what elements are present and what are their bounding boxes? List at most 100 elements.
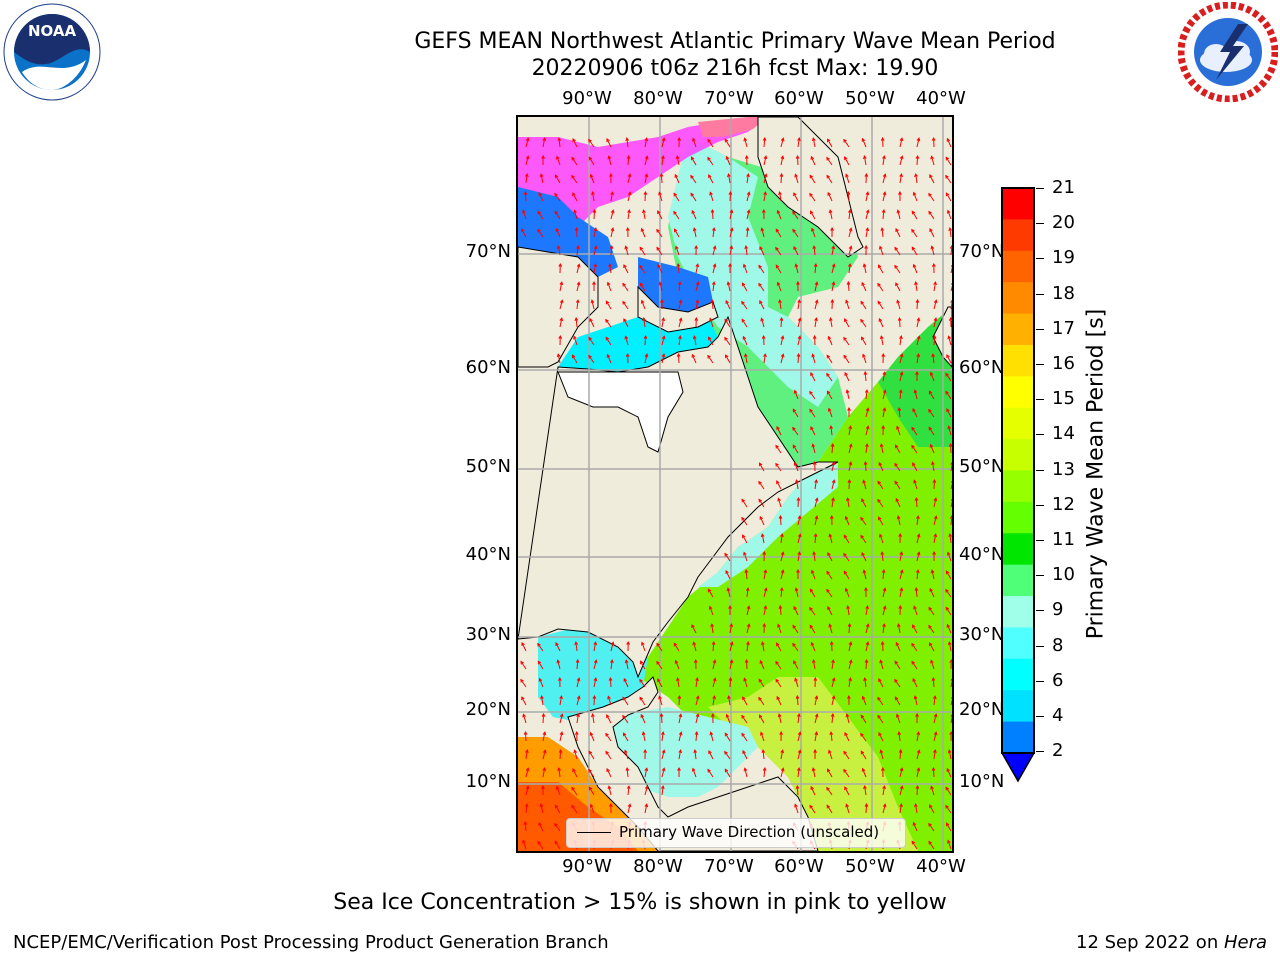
wave-vector-head: [623, 318, 627, 323]
wave-vector-head: [931, 262, 936, 267]
wave-vector: [916, 516, 919, 526]
wave-vector: [542, 138, 546, 148]
wave-vector-head: [573, 209, 577, 214]
wave-vector-head: [882, 155, 886, 160]
wave-vector: [829, 534, 833, 544]
wave-vector-head: [726, 587, 731, 592]
wave-vector-head: [915, 298, 920, 303]
colorbar-tick-label: 17: [1052, 317, 1075, 339]
wave-vector: [776, 696, 782, 706]
wave-vector-head: [913, 695, 918, 700]
wave-vector-head: [644, 155, 649, 160]
wave-vector: [899, 588, 903, 598]
wave-vector-head: [758, 498, 763, 503]
wave-vector: [814, 516, 818, 526]
wave-vector-head: [928, 408, 932, 413]
wave-vector-head: [809, 192, 813, 197]
wave-vector: [559, 732, 563, 742]
wave-vector-head: [642, 317, 646, 322]
wave-vector-head: [746, 191, 751, 196]
wave-vector: [608, 156, 612, 166]
wave-vector: [625, 336, 629, 346]
wave-vector-head: [916, 137, 921, 142]
wave-vector-head: [760, 533, 765, 538]
wave-vector: [657, 264, 663, 274]
wave-vector-head: [559, 731, 564, 736]
wave-vector: [707, 355, 714, 364]
wave-vector-head: [848, 425, 853, 430]
wave-vector-head: [556, 155, 560, 160]
wave-vector: [899, 336, 902, 346]
wave-vector-head: [894, 678, 898, 683]
wave-vector-head: [912, 462, 916, 467]
wave-vector: [946, 624, 952, 634]
land-masses: [518, 117, 952, 851]
wave-vector: [930, 372, 935, 382]
wave-vector-head: [879, 533, 883, 538]
wave-vector-head: [673, 642, 678, 647]
wave-vector-head: [950, 480, 952, 483]
wave-vector-head: [865, 605, 869, 610]
wave-vector-head: [950, 696, 952, 699]
wave-vector-head: [912, 407, 916, 412]
wave-vector-head: [724, 768, 729, 773]
wave-vector-head: [831, 461, 836, 466]
wave-vector-head: [879, 245, 883, 250]
wave-vector-head: [593, 641, 598, 646]
wave-vector: [916, 785, 918, 796]
wave-vector-head: [946, 408, 950, 413]
wave-vector: [911, 661, 918, 670]
wave-vector-head: [877, 480, 882, 485]
wave-vector-head: [559, 317, 564, 322]
wave-vector: [559, 282, 563, 292]
wave-vector-head: [759, 515, 763, 520]
wave-vector: [812, 138, 816, 148]
wave-vector: [899, 768, 903, 778]
wave-vector: [724, 139, 731, 148]
wave-vector: [945, 391, 952, 400]
wave-vector-head: [675, 245, 679, 250]
wave-vector-head: [794, 263, 799, 268]
wave-vector: [865, 426, 869, 436]
wave-vector: [712, 696, 715, 706]
wave-vector: [593, 660, 597, 670]
wave-vector: [831, 660, 834, 670]
wave-vector: [557, 354, 561, 364]
wave-vector-head: [694, 316, 699, 321]
wave-vector-head: [540, 695, 544, 700]
wave-vector-head: [622, 300, 626, 305]
wave-vector-head: [760, 641, 765, 646]
wave-vector-head: [826, 372, 830, 377]
wave-vector-head: [639, 282, 644, 287]
wave-vector: [797, 768, 800, 778]
wave-vector-head: [929, 587, 933, 592]
wave-vector: [593, 228, 597, 238]
wave-vector-head: [864, 244, 868, 249]
wave-vector-head: [522, 713, 526, 718]
wave-vector-head: [709, 191, 713, 196]
wave-vector-head: [813, 748, 817, 753]
wave-vector: [826, 355, 833, 364]
wave-vector-head: [897, 731, 902, 736]
wave-vector: [729, 677, 732, 688]
wave-vector: [724, 553, 731, 562]
wave-vector-head: [795, 479, 799, 484]
national-weather-service-logo-icon: [1177, 1, 1279, 103]
wave-vector: [797, 300, 800, 310]
colorbar-tick-mark: [1036, 610, 1044, 612]
wave-vector: [777, 210, 782, 220]
wave-vector: [763, 767, 766, 778]
wave-vector: [537, 211, 544, 220]
sea-ice-note: Sea Ice Concentration > 15% is shown in …: [333, 890, 947, 915]
wave-vector: [708, 174, 714, 184]
wave-vector-head: [521, 696, 525, 701]
wave-vector-head: [947, 749, 952, 754]
wave-vector-head: [763, 605, 768, 610]
wave-vector: [593, 264, 597, 274]
wave-vector: [576, 714, 579, 724]
wave-vector: [933, 732, 937, 742]
wave-vector: [831, 443, 834, 454]
wave-vector-head: [678, 317, 683, 322]
wave-vector: [593, 642, 597, 652]
wave-vector: [710, 732, 714, 742]
